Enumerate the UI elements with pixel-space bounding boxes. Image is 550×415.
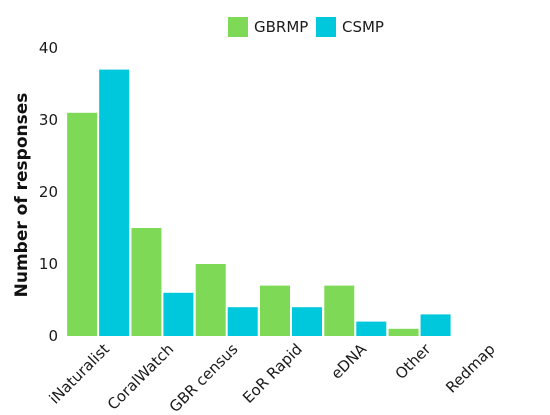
bar-gbrmp-edna <box>324 285 355 336</box>
legend: GBRMP CSMP <box>228 17 384 37</box>
bar-gbrmp-coralwatch <box>131 228 162 336</box>
bar-csmp-coralwatch <box>163 292 194 336</box>
bar-gbrmp-eor-rapid <box>260 285 290 336</box>
bars <box>67 69 451 336</box>
bar-csmp-other <box>420 314 451 336</box>
x-tick-label: GBR census <box>166 340 242 415</box>
y-tick-label: 10 <box>39 255 58 273</box>
legend-swatch-csmp <box>316 17 336 37</box>
bar-csmp-gbr-census <box>227 307 258 336</box>
x-tick-label: Other <box>392 340 435 383</box>
bar-gbrmp-inaturalist <box>67 112 98 336</box>
y-tick-label: 30 <box>39 111 58 129</box>
y-axis-title: Number of responses <box>12 93 32 298</box>
bar-gbrmp-other <box>388 328 419 336</box>
x-tick-label: Redmap <box>442 340 498 396</box>
legend-label-gbrmp: GBRMP <box>254 18 308 36</box>
bar-csmp-inaturalist <box>99 69 130 336</box>
bar-csmp-edna <box>356 321 387 336</box>
x-tick-label: iNaturalist <box>46 340 114 408</box>
bar-gbrmp-gbr-census <box>195 264 226 336</box>
x-tick-label: EoR Rapid <box>239 340 306 407</box>
x-tick-label: eDNA <box>327 340 370 383</box>
y-tick-label: 20 <box>39 183 58 201</box>
y-axis: 0 10 20 30 40 <box>39 39 58 345</box>
y-tick-label: 40 <box>39 39 58 57</box>
bar-csmp-eor-rapid <box>292 307 322 336</box>
legend-label-csmp: CSMP <box>342 18 384 36</box>
legend-swatch-gbrmp <box>228 17 248 37</box>
y-tick-label: 0 <box>48 327 58 345</box>
